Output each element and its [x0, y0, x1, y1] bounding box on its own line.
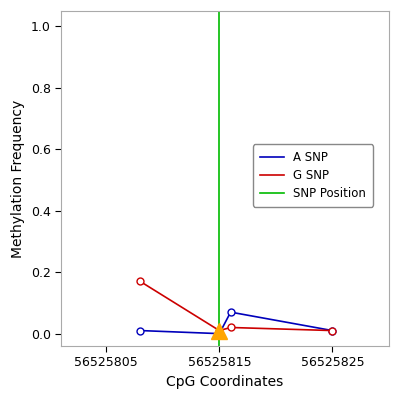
X-axis label: CpG Coordinates: CpG Coordinates: [166, 375, 284, 389]
Y-axis label: Methylation Frequency: Methylation Frequency: [11, 99, 25, 258]
Legend: A SNP, G SNP, SNP Position: A SNP, G SNP, SNP Position: [253, 144, 373, 207]
